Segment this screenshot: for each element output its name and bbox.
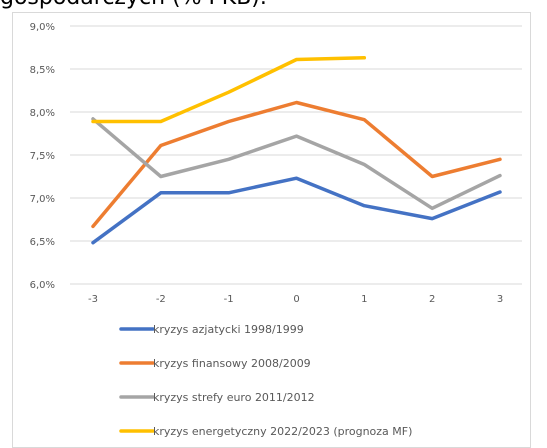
legend-label: kryzys strefy euro 2011/2012 xyxy=(153,391,315,404)
x-tick-label: 2 xyxy=(429,294,435,305)
legend: kryzys azjatycki 1998/1999 kryzys finanso… xyxy=(119,323,412,438)
y-tick-label: 6,0% xyxy=(30,280,55,291)
x-axis-tick-labels: -3 -2 -1 0 1 2 3 xyxy=(88,294,503,305)
y-tick-label: 9,0% xyxy=(30,22,55,33)
x-tick-label: 3 xyxy=(497,294,503,305)
y-tick-label: 6,5% xyxy=(30,237,55,248)
y-tick-label: 7,0% xyxy=(30,194,55,205)
gridlines xyxy=(70,25,522,285)
legend-label: kryzys azjatycki 1998/1999 xyxy=(153,323,304,336)
y-tick-label: 8,5% xyxy=(30,65,55,76)
chart-area xyxy=(12,12,531,448)
y-tick-label: 7,5% xyxy=(30,151,55,162)
x-tick-label: -1 xyxy=(224,294,234,305)
heading-fragment: gospodarczych (% PKB). xyxy=(0,0,547,10)
series-line-1 xyxy=(91,176,502,245)
x-tick-label: 1 xyxy=(361,294,367,305)
series-line-4 xyxy=(91,56,367,124)
series-line-3 xyxy=(91,117,502,211)
series-line-2 xyxy=(91,100,502,229)
legend-label: kryzys finansowy 2008/2009 xyxy=(153,357,311,370)
x-tick-label: -2 xyxy=(156,294,166,305)
x-tick-label: 0 xyxy=(293,294,299,305)
y-axis-tick-labels: 9,0% 8,5% 8,0% 7,5% 7,0% 6,5% 6,0% xyxy=(30,22,55,291)
legend-label: kryzys energetyczny 2022/2023 (prognoza … xyxy=(153,425,412,438)
data-series xyxy=(91,56,502,245)
y-tick-label: 8,0% xyxy=(30,108,55,119)
x-tick-label: -3 xyxy=(88,294,98,305)
